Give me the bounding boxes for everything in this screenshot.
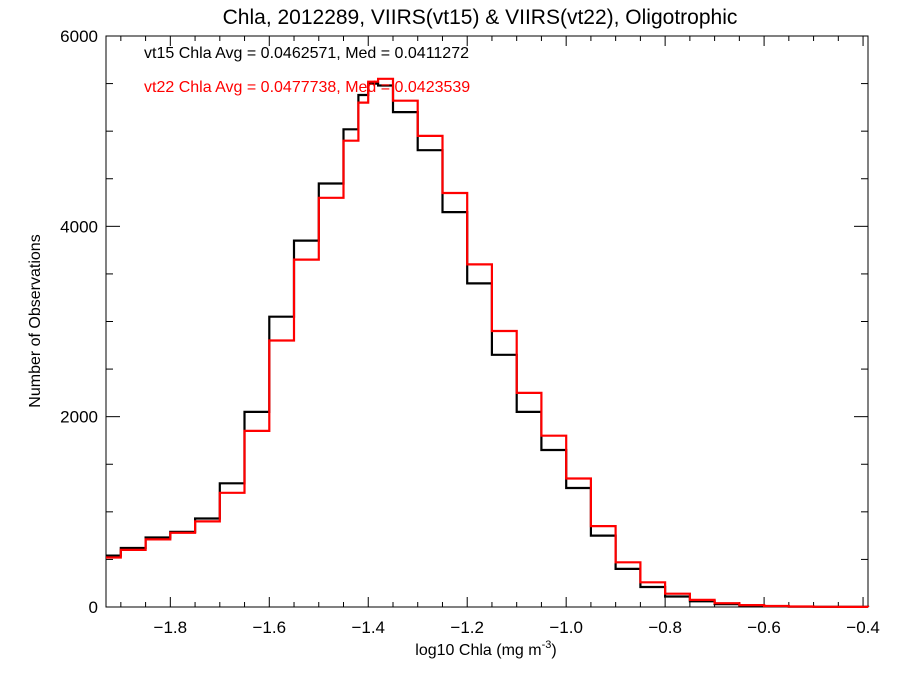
x-axis-label-suffix: ) [551,642,556,659]
x-tick-label: −1.6 [253,618,287,637]
x-tick-label: −1.2 [450,618,484,637]
histogram-series [106,77,870,608]
x-axis-label: log10 Chla (mg m-3) [415,639,556,659]
x-tick-label: −0.4 [846,618,880,637]
y-tick-label: 0 [89,598,98,617]
x-axis-label-superscript: -3 [542,639,552,651]
x-tick-label: −0.6 [747,618,781,637]
x-tick-label: −1.8 [154,618,188,637]
vt15-histogram-line [106,82,870,608]
x-tick-label: −1.4 [351,618,385,637]
x-tick-label: −0.8 [648,618,682,637]
axis-ticks [106,35,868,608]
vt15-stats-annotation: vt15 Chla Avg = 0.0462571, Med = 0.04112… [144,45,469,62]
y-tick-label: 4000 [60,217,98,236]
chart-title: Chla, 2012289, VIIRS(vt15) & VIIRS(vt22)… [223,6,738,29]
y-axis-tick-labels: 0 2000 4000 6000 [60,27,98,617]
y-tick-label: 6000 [60,27,98,46]
x-axis-tick-labels: −1.8 −1.6 −1.4 −1.2 −1.0 −0.8 −0.6 −0.4 [154,618,880,637]
y-tick-label: 2000 [60,408,98,427]
vt22-stats-annotation: vt22 Chla Avg = 0.0477738, Med = 0.04235… [144,79,470,96]
vt22-histogram-line [106,77,870,608]
x-axis-label-main: log10 Chla (mg m [415,642,541,659]
x-tick-label: −1.0 [549,618,583,637]
y-axis-label: Number of Observations [27,234,44,407]
